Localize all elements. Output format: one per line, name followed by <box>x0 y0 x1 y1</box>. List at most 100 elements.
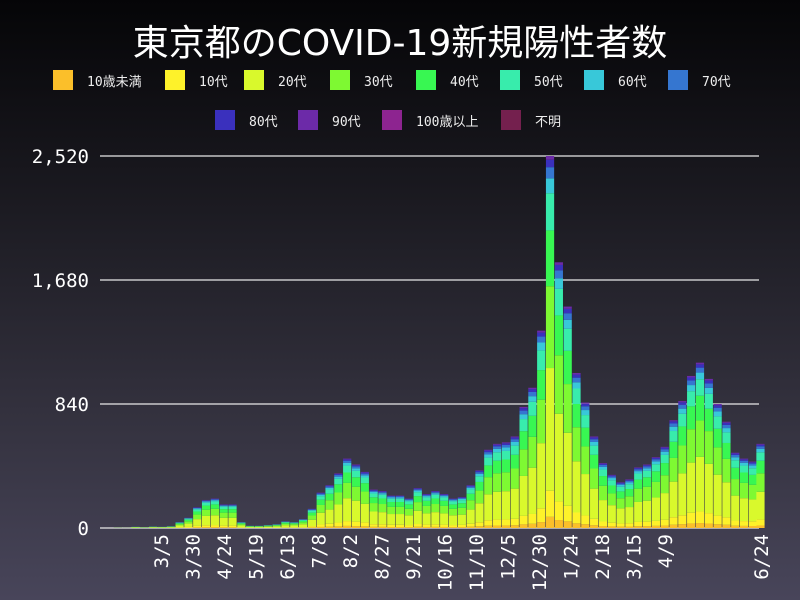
bar-stack <box>519 406 528 528</box>
bar-segment <box>581 403 590 407</box>
bar-segment <box>554 315 563 356</box>
bar-segment <box>607 505 616 523</box>
bar-segment <box>704 431 713 464</box>
bar-segment <box>440 513 449 525</box>
legend-swatch <box>53 70 73 90</box>
bar-segment <box>378 512 387 525</box>
bar-segment <box>325 500 334 510</box>
bar-stack <box>545 156 555 528</box>
x-tick-label: 4/9 <box>655 534 677 568</box>
bar-segment <box>210 501 219 505</box>
bar-segment <box>431 493 440 495</box>
legend-label: 不明 <box>535 114 562 130</box>
bar-segment <box>448 501 458 505</box>
bar-segment <box>325 489 334 494</box>
bar-segment <box>413 510 422 525</box>
bar-stack <box>625 479 634 528</box>
bar-stack <box>254 525 264 528</box>
bar-segment <box>369 491 378 494</box>
bar-segment <box>475 526 484 528</box>
bar-segment <box>713 515 722 525</box>
bar-stack <box>272 524 281 528</box>
bar-segment <box>563 521 572 528</box>
bar-segment <box>378 491 387 493</box>
bar-segment <box>431 491 440 493</box>
bar-segment <box>756 446 765 449</box>
bar-stack <box>572 373 581 528</box>
bar-segment <box>695 362 705 365</box>
bar-segment <box>519 406 528 409</box>
bar-segment <box>739 459 749 461</box>
bar-segment <box>281 522 290 523</box>
bar-segment <box>748 461 758 463</box>
bar-segment <box>343 460 352 463</box>
bar-segment <box>607 526 616 528</box>
bar-segment <box>422 513 431 525</box>
bar-segment <box>704 408 713 432</box>
bar-segment <box>228 506 237 510</box>
bar-segment <box>625 523 634 527</box>
bar-segment <box>572 377 581 383</box>
bar-segment <box>634 479 643 489</box>
bar-segment <box>219 512 228 518</box>
bar-segment <box>210 508 219 516</box>
x-tick-label: 1/24 <box>561 534 583 580</box>
bar-segment <box>607 478 616 481</box>
bar-segment <box>748 526 758 528</box>
bar-segment <box>501 519 511 526</box>
bar-segment <box>748 465 758 469</box>
bar-segment <box>395 506 405 515</box>
bar-segment <box>625 479 634 481</box>
bar-segment <box>413 524 422 527</box>
bar-segment <box>501 442 511 444</box>
bar-segment <box>687 512 696 524</box>
bar-segment <box>325 526 334 528</box>
bar-segment <box>210 499 219 501</box>
bar-segment <box>660 463 669 476</box>
bar-segment <box>351 526 361 528</box>
bar-segment <box>457 524 466 528</box>
x-tick-label: 11/10 <box>466 534 488 591</box>
bar-segment <box>457 514 466 525</box>
bar-segment <box>731 525 740 528</box>
bar-segment <box>554 355 563 414</box>
bar-segment <box>687 523 696 528</box>
bar-segment <box>351 486 361 501</box>
bar-segment <box>360 483 369 492</box>
bar-segment <box>378 492 387 494</box>
bar-segment <box>307 519 317 527</box>
bar-segment <box>678 445 687 474</box>
bar-segment <box>625 484 634 490</box>
bar-stack <box>210 498 219 528</box>
bar-segment <box>351 464 361 466</box>
bar-segment <box>334 476 343 479</box>
x-tick-label: 3/5 <box>151 534 173 568</box>
bar-segment <box>598 500 608 522</box>
bar-segment <box>387 502 396 507</box>
bar-segment <box>475 490 484 504</box>
bar-segment <box>360 475 369 478</box>
bar-segment <box>545 178 555 194</box>
bar-segment <box>651 459 660 462</box>
bar-segment <box>528 513 537 524</box>
bar-segment <box>184 521 193 524</box>
bar-segment <box>537 370 546 400</box>
bar-segment <box>484 457 493 466</box>
bar-segment <box>695 456 705 512</box>
bar-stack <box>193 507 202 528</box>
bar-segment <box>246 527 255 528</box>
bar-segment <box>748 468 758 475</box>
bar-segment <box>695 420 705 457</box>
legend-swatch <box>668 70 688 90</box>
bar-segment <box>316 493 325 495</box>
legend-label: 20代 <box>278 74 307 90</box>
bar-segment <box>722 424 731 429</box>
bar-segment <box>201 509 211 516</box>
bar-segment <box>404 504 414 509</box>
bar-segment <box>687 375 696 378</box>
bar-segment <box>545 156 555 160</box>
bar-segment <box>219 506 228 510</box>
bar-segment <box>616 491 625 499</box>
bar-stack <box>387 495 396 528</box>
bar-segment <box>413 488 422 490</box>
